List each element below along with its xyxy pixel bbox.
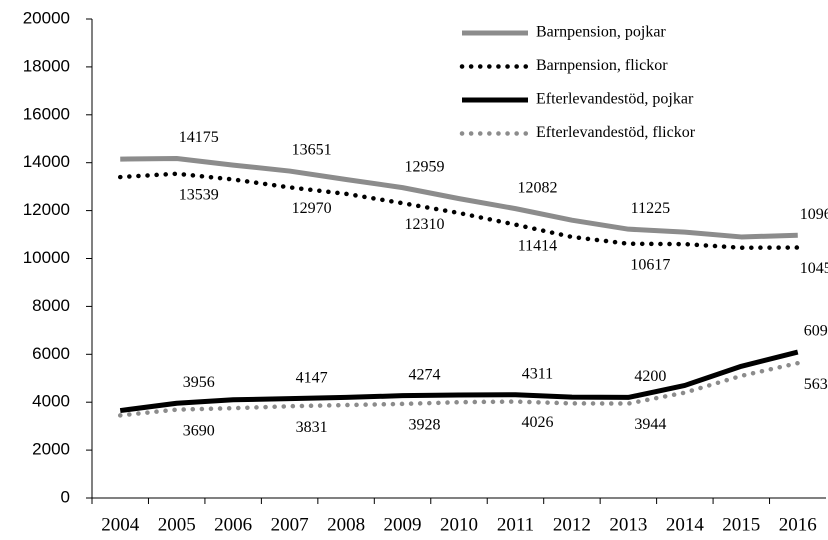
y-tick-label: 14000 xyxy=(23,152,70,171)
legend-label: Efterlevandestöd, pojkar xyxy=(536,91,694,108)
data-label: 10617 xyxy=(630,256,670,273)
data-label: 11414 xyxy=(518,237,557,254)
x-tick-label: 2016 xyxy=(779,514,817,535)
x-tick-label: 2015 xyxy=(722,514,760,535)
data-label: 12959 xyxy=(405,158,445,175)
series-line xyxy=(117,360,801,418)
y-tick-label: 2000 xyxy=(32,440,70,459)
x-tick-label: 2013 xyxy=(609,514,647,535)
x-tick-label: 2006 xyxy=(214,514,252,535)
data-label: 11225 xyxy=(631,200,670,217)
data-label: 12310 xyxy=(405,216,445,233)
x-tick-label: 2005 xyxy=(158,514,196,535)
x-tick-label: 2011 xyxy=(497,514,534,535)
y-tick-label: 4000 xyxy=(32,392,70,411)
x-tick-label: 2010 xyxy=(440,514,478,535)
data-label: 3944 xyxy=(634,416,666,433)
data-label: 4274 xyxy=(409,366,441,383)
y-tick-label: 10000 xyxy=(23,248,70,267)
data-label: 6093 xyxy=(804,323,828,340)
data-label: 5630 xyxy=(804,376,828,393)
data-label: 4147 xyxy=(296,369,328,386)
data-label: 10969 xyxy=(800,206,828,223)
data-label: 4026 xyxy=(521,414,553,431)
data-label: 3831 xyxy=(296,419,328,436)
data-label: 3690 xyxy=(183,422,215,439)
legend-label: Efterlevandestöd, flickor xyxy=(536,124,696,141)
data-label: 14175 xyxy=(179,129,219,146)
series-line xyxy=(119,349,799,414)
data-label: 4200 xyxy=(634,368,666,385)
data-label: 12970 xyxy=(292,200,332,217)
data-label: 3956 xyxy=(183,374,215,391)
x-tick-label: 2009 xyxy=(384,514,422,535)
x-tick-label: 2007 xyxy=(271,514,309,535)
data-label: 13651 xyxy=(292,142,332,159)
series-line xyxy=(120,156,798,240)
data-label: 12082 xyxy=(517,179,557,196)
x-tick-label: 2008 xyxy=(327,514,365,535)
y-tick-label: 20000 xyxy=(23,8,70,27)
y-tick-label: 16000 xyxy=(23,104,70,123)
x-tick-label: 2012 xyxy=(553,514,591,535)
series-line xyxy=(117,171,801,250)
data-label: 13539 xyxy=(179,186,219,203)
data-label: 3928 xyxy=(409,417,441,434)
legend-label: Barnpension, flickor xyxy=(536,57,668,74)
legend-label: Barnpension, pojkar xyxy=(536,24,666,41)
x-tick-label: 2004 xyxy=(101,514,140,535)
x-tick-label: 2014 xyxy=(666,514,705,535)
y-tick-label: 18000 xyxy=(23,56,70,75)
y-tick-label: 6000 xyxy=(32,344,70,363)
y-tick-label: 0 xyxy=(61,487,70,506)
data-label: 10457 xyxy=(800,260,828,277)
y-tick-label: 8000 xyxy=(32,296,70,315)
data-label: 4311 xyxy=(522,365,553,382)
y-tick-label: 12000 xyxy=(23,200,70,219)
